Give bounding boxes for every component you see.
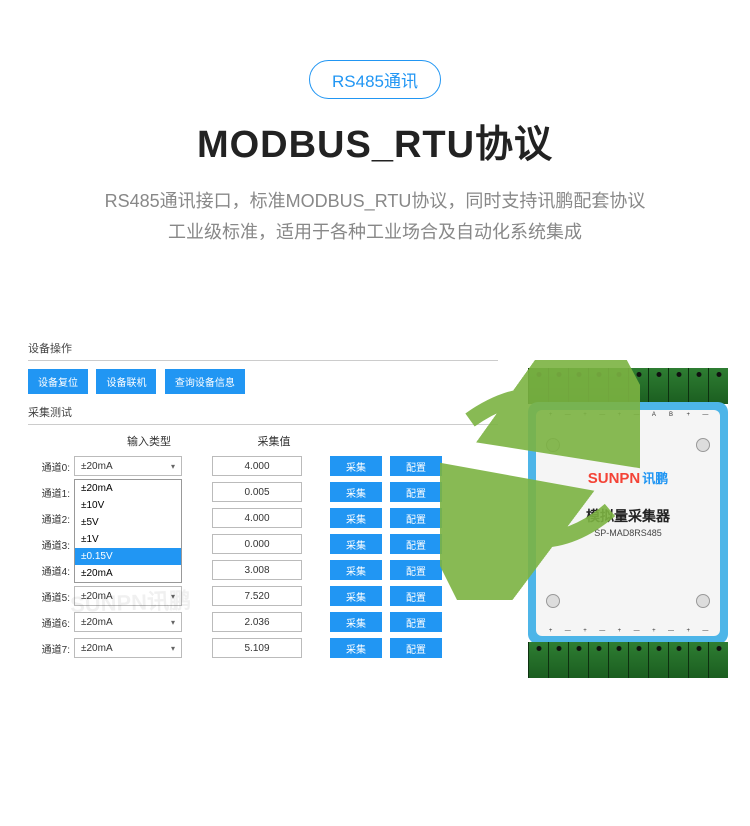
sync-arrows-icon (440, 360, 640, 600)
pin-label: — (697, 412, 714, 418)
config-button[interactable]: 配置 (390, 586, 442, 606)
collect-button[interactable]: 采集 (330, 638, 382, 658)
type-select[interactable]: ±20mA▾ (74, 456, 182, 476)
config-button[interactable]: 配置 (390, 482, 442, 502)
desc-line2: 工业级标准，适用于各种工业场合及自动化系统集成 (0, 217, 750, 248)
dropdown-option[interactable]: ±5V (75, 514, 181, 531)
terminal-pin (568, 642, 588, 678)
value-display: 0.000 (212, 534, 302, 554)
dropdown-option[interactable]: ±20mA (75, 565, 181, 582)
divider (28, 360, 498, 361)
collect-button[interactable]: 采集 (330, 586, 382, 606)
pin-label: A (645, 412, 662, 418)
terminal-pin (688, 642, 708, 678)
collect-button[interactable]: 采集 (330, 508, 382, 528)
pin-label: + (576, 628, 593, 634)
desc-line1: RS485通讯接口，标准MODBUS_RTU协议，同时支持讯鹏配套协议 (0, 186, 750, 217)
brand-cn: 讯鹏 (642, 471, 668, 486)
pin-label: B (662, 412, 679, 418)
pin-label: + (542, 628, 559, 634)
channel-label: 通道3: (28, 537, 74, 552)
channel-label: 通道5: (28, 589, 74, 604)
pin-label: — (697, 628, 714, 634)
terminal-pin (528, 642, 548, 678)
collect-button[interactable]: 采集 (330, 612, 382, 632)
chevron-down-icon: ▾ (171, 644, 175, 653)
query-button[interactable]: 查询设备信息 (165, 369, 245, 394)
value-display: 2.036 (212, 612, 302, 632)
pin-label: — (594, 628, 611, 634)
bottom-pin-labels: +—+—+—+—+— (542, 628, 714, 634)
type-select[interactable]: ±20mA▾ (74, 638, 182, 658)
rs485-pill: RS485通讯 (309, 60, 441, 99)
terminal-pin (648, 642, 668, 678)
config-button[interactable]: 配置 (390, 534, 442, 554)
watermark: SUNPN讯鹏 (69, 583, 191, 619)
config-button[interactable]: 配置 (390, 456, 442, 476)
terminal-bottom (528, 642, 728, 678)
section-collect-test: 采集测试 (28, 404, 498, 420)
value-display: 0.005 (212, 482, 302, 502)
collect-button[interactable]: 采集 (330, 560, 382, 580)
channel-label: 通道4: (28, 563, 74, 578)
config-button[interactable]: 配置 (390, 560, 442, 580)
description: RS485通讯接口，标准MODBUS_RTU协议，同时支持讯鹏配套协议 工业级标… (0, 186, 750, 247)
value-display: 3.008 (212, 560, 302, 580)
pin-label: — (559, 628, 576, 634)
col-value: 采集值 (224, 433, 324, 449)
value-display: 4.000 (212, 508, 302, 528)
config-button[interactable]: 配置 (390, 508, 442, 528)
divider (28, 424, 498, 425)
terminal-pin (668, 642, 688, 678)
col-input-type: 输入类型 (74, 433, 224, 449)
value-display: 7.520 (212, 586, 302, 606)
channel-label: 通道6: (28, 615, 74, 630)
pin-label: + (680, 412, 697, 418)
chevron-down-icon: ▾ (171, 462, 175, 471)
terminal-pin (608, 642, 628, 678)
chevron-down-icon: ▾ (171, 618, 175, 627)
channel-row: 通道7: ±20mA▾ 5.109 采集 配置 (28, 635, 498, 661)
dropdown-option[interactable]: ±20mA (75, 480, 181, 497)
collect-button[interactable]: 采集 (330, 482, 382, 502)
pin-label: + (680, 628, 697, 634)
channel-rows: 通道0: ±20mA▾ 4.000 采集 配置通道1: ▾ 0.005 采集 配… (28, 453, 498, 661)
channel-label: 通道7: (28, 641, 74, 656)
type-dropdown[interactable]: ±20mA±10V±5V±1V±0.15V±20mA (74, 479, 182, 583)
pin-label: + (645, 628, 662, 634)
pin-label: + (611, 628, 628, 634)
terminal-pin (628, 642, 648, 678)
value-display: 5.109 (212, 638, 302, 658)
main-title: MODBUS_RTU协议 (0, 113, 750, 168)
channel-label: 通道1: (28, 485, 74, 500)
terminal-pin (548, 642, 568, 678)
terminal-pin (668, 368, 688, 404)
channel-label: 通道2: (28, 511, 74, 526)
screw-icon (696, 594, 710, 608)
dropdown-option[interactable]: ±1V (75, 531, 181, 548)
dropdown-option[interactable]: ±10V (75, 497, 181, 514)
terminal-pin (688, 368, 708, 404)
device-buttons-row: 设备复位 设备联机 查询设备信息 (28, 369, 498, 394)
collect-button[interactable]: 采集 (330, 456, 382, 476)
terminal-pin (708, 642, 728, 678)
terminal-pin (588, 642, 608, 678)
reset-button[interactable]: 设备复位 (28, 369, 88, 394)
terminal-pin (708, 368, 728, 404)
dropdown-option[interactable]: ±0.15V (75, 548, 181, 565)
config-button[interactable]: 配置 (390, 638, 442, 658)
terminal-pin (648, 368, 668, 404)
section-device-ops: 设备操作 (28, 340, 498, 356)
connect-button[interactable]: 设备联机 (96, 369, 156, 394)
collect-button[interactable]: 采集 (330, 534, 382, 554)
table-header: 输入类型 采集值 (28, 433, 498, 449)
pin-label: — (662, 628, 679, 634)
config-button[interactable]: 配置 (390, 612, 442, 632)
channel-label: 通道0: (28, 459, 74, 474)
channel-row: 通道0: ±20mA▾ 4.000 采集 配置 (28, 453, 498, 479)
value-display: 4.000 (212, 456, 302, 476)
screw-icon (696, 438, 710, 452)
pin-label: — (628, 628, 645, 634)
